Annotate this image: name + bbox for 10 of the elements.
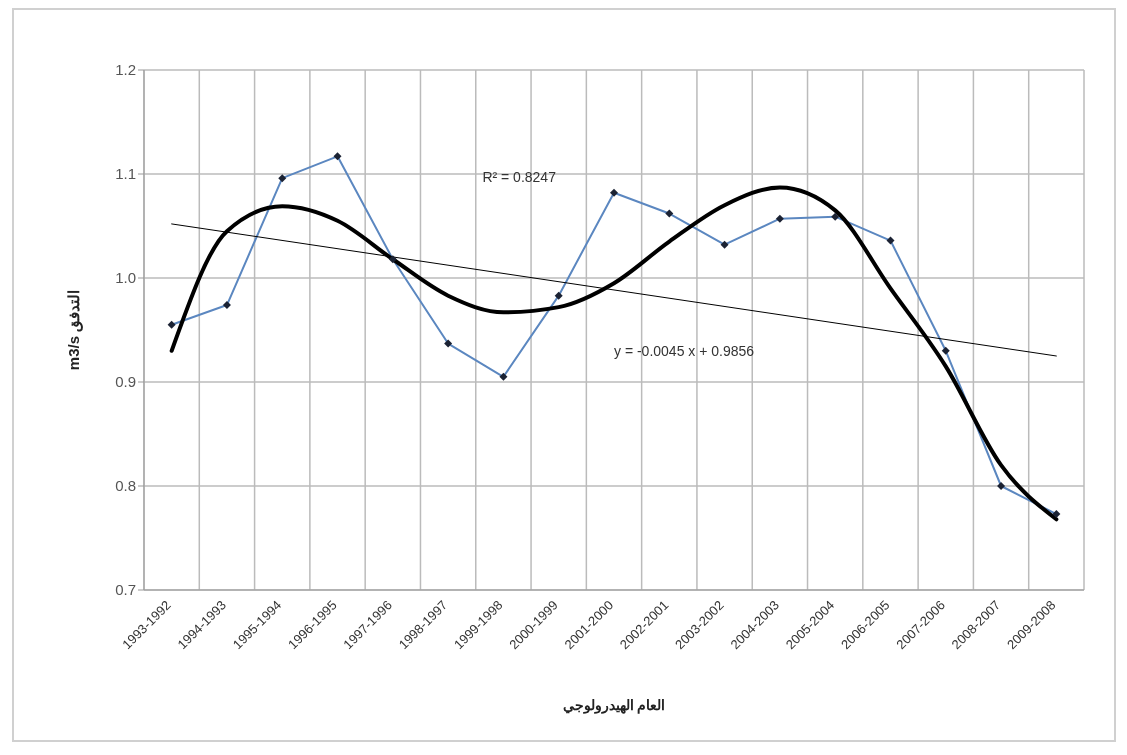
x-axis-title: العام الهيدرولوجي — [562, 697, 666, 714]
y-tick-label: 1.2 — [115, 61, 136, 79]
y-tick-label: 0.9 — [115, 373, 136, 391]
y-tick-label: 1.0 — [115, 269, 136, 287]
annotation: y = -0.0045 x + 0.9856 — [614, 343, 755, 359]
y-tick-label: 1.1 — [115, 165, 136, 183]
y-tick-label: 0.8 — [115, 477, 136, 495]
y-tick-label: 0.7 — [115, 581, 136, 599]
annotation: R² = 0.8247 — [482, 168, 557, 185]
y-axis-title: m3/s التدفق — [65, 289, 84, 371]
